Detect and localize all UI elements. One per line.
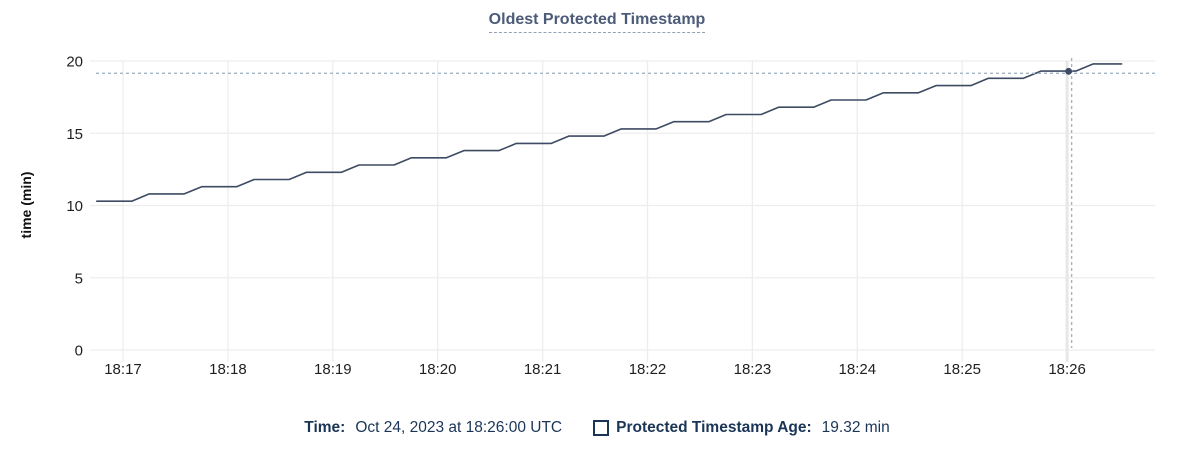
x-tick-label: 18:23	[734, 361, 772, 378]
y-tick-label: 0	[75, 343, 83, 360]
series-value: 19.32 min	[821, 419, 890, 436]
x-tick-label: 18:18	[209, 361, 247, 378]
y-axis-title: time (min)	[18, 172, 34, 239]
x-tick-label: 18:24	[839, 361, 877, 378]
chart-title[interactable]: Oldest Protected Timestamp	[488, 11, 706, 33]
y-tick-label: 15	[66, 126, 83, 143]
y-tick-label: 10	[66, 198, 83, 215]
hover-legend: Time: Oct 24, 2023 at 18:26:00 UTC Prote…	[0, 419, 1194, 437]
series-name-label: Protected Timestamp Age:	[616, 419, 812, 436]
series-line	[96, 63, 1123, 202]
x-tick-label: 18:22	[629, 361, 667, 378]
hovered-data-point[interactable]	[1065, 67, 1072, 75]
hover-time-readout: Time: Oct 24, 2023 at 18:26:00 UTC	[304, 419, 562, 437]
y-tick-label: 20	[66, 54, 83, 71]
chart-canvas[interactable]: 0 5 10 15 20 18:17 18:18 18:19 18:20 18:21 18:22 18…	[0, 0, 1194, 406]
hover-time-value: Oct 24, 2023 at 18:26:00 UTC	[355, 419, 563, 436]
x-tick-label: 18:17	[104, 361, 142, 378]
x-tick-label: 18:25	[943, 361, 981, 378]
x-tick-label: 18:26	[1048, 361, 1086, 378]
x-tick-label: 18:21	[524, 361, 562, 378]
hover-time-label: Time:	[304, 419, 346, 436]
x-tick-label: 18:20	[419, 361, 457, 378]
x-tick-label: 18:19	[314, 361, 352, 378]
series-legend-item: Protected Timestamp Age: 19.32 min	[593, 419, 890, 437]
chart-title-row: Oldest Protected Timestamp	[0, 11, 1194, 33]
y-tick-label: 5	[75, 270, 83, 287]
series-swatch-icon[interactable]	[593, 420, 610, 436]
